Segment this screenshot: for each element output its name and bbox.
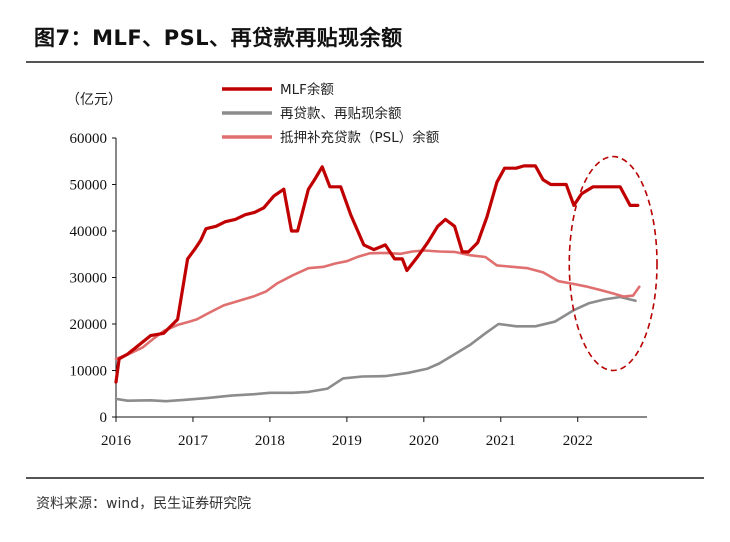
- source-note: 资料来源：wind，民生证券研究院: [36, 496, 252, 512]
- y-tick-label: 30000: [70, 271, 108, 287]
- x-tick-label: 2018: [255, 433, 285, 449]
- legend-label-0: MLF余额: [280, 81, 334, 98]
- x-tick-label: 2020: [409, 433, 439, 449]
- y-tick-label: 20000: [70, 317, 108, 333]
- y-tick-label: 60000: [70, 131, 108, 147]
- chart: （亿元） 60000 50000 40000 30000 20000 10000 0 2016 2…: [66, 81, 658, 449]
- figure-title: 图7：MLF、PSL、再贷款再贴现余额: [34, 26, 403, 50]
- x-tick-label: 2017: [178, 433, 209, 449]
- x-tick-label: 2022: [563, 433, 593, 449]
- series-lines: [114, 164, 641, 403]
- title-divider: [26, 61, 704, 63]
- y-tick-label: 50000: [70, 178, 108, 194]
- x-tick-label: 2021: [486, 433, 516, 449]
- y-tick-label: 40000: [70, 224, 108, 240]
- series-line-0: [114, 164, 640, 384]
- axes: （亿元） 60000 50000 40000 30000 20000 10000 0 2016 2…: [66, 92, 647, 449]
- legend-label-2: 抵押补充贷款（PSL）余额: [280, 129, 440, 146]
- series-line-1: [114, 295, 637, 403]
- y-tick-label: 10000: [70, 364, 108, 380]
- highlight-ellipse: [568, 155, 658, 372]
- y-tick-label: 0: [100, 410, 108, 426]
- x-tick-label: 2016: [101, 433, 132, 449]
- y-unit-label: （亿元）: [66, 92, 122, 108]
- x-tick-label: 2019: [332, 433, 362, 449]
- legend-label-1: 再贷款、再贴现余额: [280, 105, 402, 122]
- annotation-layer: [568, 155, 658, 372]
- series-line-2: [114, 249, 641, 361]
- source-divider: [26, 477, 704, 479]
